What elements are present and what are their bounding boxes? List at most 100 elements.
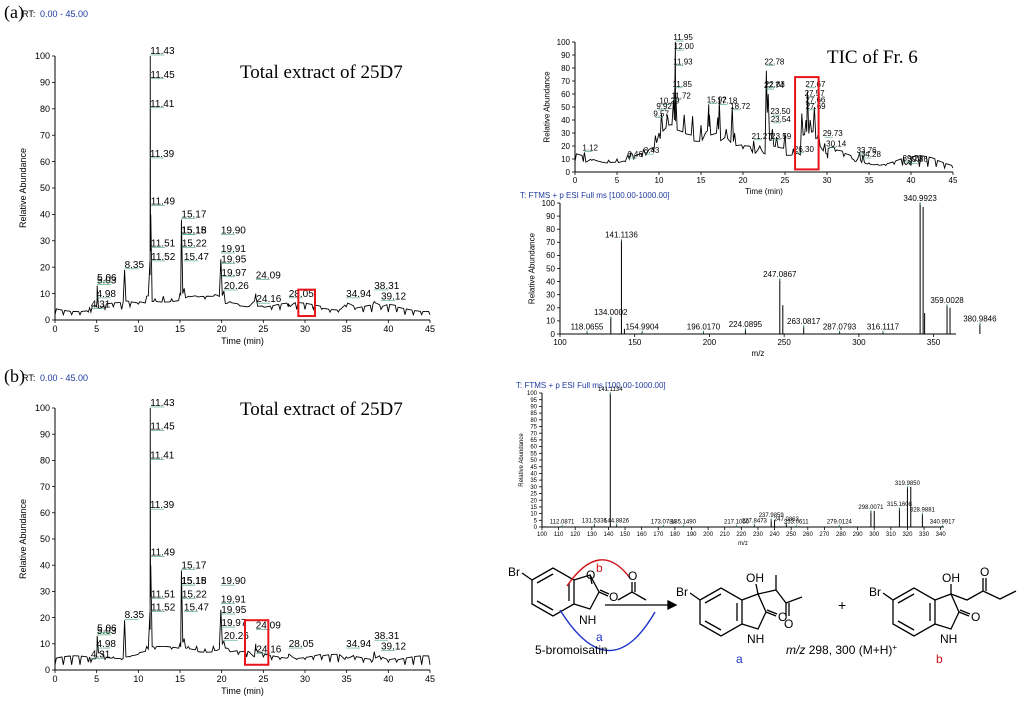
peak-label: 15.92 [707, 95, 728, 104]
product-a-nh-label: NH [747, 632, 764, 646]
peak-label: 34.94 [346, 639, 371, 650]
ms-peak-label: 263.0817 [787, 317, 821, 326]
ms-peak-label: 237.9859 [759, 513, 785, 519]
ms-peak-label: 247.0863 [774, 517, 800, 523]
x-tick-label: 310 [886, 532, 897, 538]
peak-label: 29.73 [823, 129, 844, 138]
product-b-nh-label: NH [940, 632, 957, 646]
ms-peak-label: 118.0655 [571, 322, 604, 331]
chart-a-tic-fr6: 0 10 20 30 40 50 60 70 80 90 100 0 5 10 15 20 25 30 35 40 45… [542, 33, 958, 196]
reactant-co2-bond [598, 591, 609, 597]
peak-label: 15.15 [181, 226, 206, 237]
product-a-letter: a [736, 652, 743, 666]
peak-label: 23.59 [771, 132, 792, 141]
reactant-br-label: Br [508, 565, 520, 579]
x-tick-label: 220 [736, 532, 747, 538]
product-a-br-bond [689, 592, 701, 601]
y-axis-label: Relative Abundance [18, 499, 28, 579]
peak-label: 1.12 [582, 144, 598, 153]
x-tick-label: 35 [342, 674, 352, 684]
x-axis-label: m/z [738, 541, 748, 547]
arc-a-blue [559, 609, 656, 652]
x-tick-label: 10 [133, 324, 143, 334]
y-tick-label: 80 [561, 64, 570, 73]
x-axis-label: Time (min) [745, 187, 783, 196]
x-tick-label: 20 [739, 176, 748, 185]
product-b-letter: b [936, 652, 943, 666]
rt-range: 0.00 - 45.00 [40, 9, 88, 19]
y-tick-label: 90 [530, 405, 537, 411]
x-tick-label: 260 [803, 532, 814, 538]
ms-peak-label: 134.0002 [594, 308, 628, 317]
y-tick-label: 15 [530, 505, 537, 511]
product-b-co [958, 611, 970, 617]
x-tick-label: 10 [655, 176, 664, 185]
peak-label: 11.72 [671, 92, 691, 101]
x-tick-label: 35 [342, 324, 352, 334]
peak-label: 26.30 [794, 145, 815, 154]
x-tick-label: 200 [703, 338, 717, 347]
y-tick-label: 100 [557, 38, 571, 47]
highlight-box [244, 619, 270, 666]
y-tick-label: 90 [40, 78, 50, 88]
peak-label: 28.05 [289, 639, 314, 650]
peak-label: 34.28 [861, 150, 882, 159]
y-tick-label: 10 [40, 289, 50, 299]
peak-label: 27.67 [805, 80, 826, 89]
x-tick-label: 140 [603, 532, 614, 538]
peak-label: 24.09 [256, 270, 281, 281]
chromatogram-trace [574, 41, 954, 170]
product-b-br-label: Br [869, 585, 881, 599]
y-tick-label: 40 [40, 210, 50, 220]
peak-label: 4.31 [91, 650, 111, 661]
x-tick-label: 40 [907, 176, 916, 185]
ms-peak-label: 298.0071 [858, 505, 884, 511]
ms-peak-label: 196.0170 [687, 322, 721, 331]
x-tick-label: 100 [537, 532, 548, 538]
x-tick-label: 30 [300, 324, 310, 334]
y-tick-label: 50 [546, 264, 555, 273]
peak-label: 15.17 [181, 210, 206, 221]
y-tick-label: 70 [530, 431, 537, 437]
peak-label: 39.23 [903, 154, 924, 163]
reactant-benzene-ring [531, 567, 575, 617]
mz-sup: + [892, 643, 897, 652]
peak-label: 4.31 [91, 299, 111, 310]
peak-label: 30.14 [826, 140, 847, 149]
y-tick-label: 60 [40, 508, 50, 518]
y-tick-label: 75 [530, 425, 537, 431]
peak-label: 19.97 [221, 618, 246, 629]
product-a-br-label: Br [676, 585, 688, 599]
product-b-db1 [897, 593, 915, 604]
ms-peak-label: 227.8473 [742, 518, 768, 524]
ms-peak-label: 144.8826 [604, 518, 630, 524]
peak-label: 19.97 [221, 268, 246, 279]
chart-title: TIC of Fr. 6 [827, 47, 918, 68]
reactant-o1-label: O [586, 568, 595, 582]
ms-peak-label: 154.9904 [625, 322, 659, 331]
rt-label: RT: [22, 373, 35, 383]
peak-label: 8.43 [644, 146, 660, 155]
rt-range: 0.00 - 45.00 [40, 373, 88, 383]
y-tick-label: 90 [561, 51, 570, 60]
peak-label: 11.39 [150, 500, 175, 511]
y-tick-label: 30 [40, 587, 50, 597]
peak-label: 15.47 [184, 252, 209, 263]
y-tick-label: 10 [561, 155, 570, 164]
peak-label: 5.03 [97, 626, 117, 637]
product-b-db3 [897, 620, 915, 631]
reactant-double-bond-1 [536, 573, 554, 584]
y-axis-label: Relative Abundance [519, 433, 525, 487]
ms-peak-label: 224.0895 [729, 320, 763, 329]
x-tick-label: 25 [258, 674, 268, 684]
x-tick-label: 45 [425, 674, 435, 684]
y-tick-label: 10 [40, 639, 50, 649]
reagent-o-label: O [628, 569, 637, 583]
y-axis-label: Relative Abundance [527, 232, 536, 304]
product-b-br-bond [882, 592, 894, 601]
x-tick-label: 110 [554, 532, 564, 538]
highlight-box [794, 76, 820, 171]
ms-peak-label: 316.1117 [867, 322, 900, 331]
x-tick-label: 20 [217, 324, 227, 334]
x-tick-label: 330 [919, 532, 930, 538]
